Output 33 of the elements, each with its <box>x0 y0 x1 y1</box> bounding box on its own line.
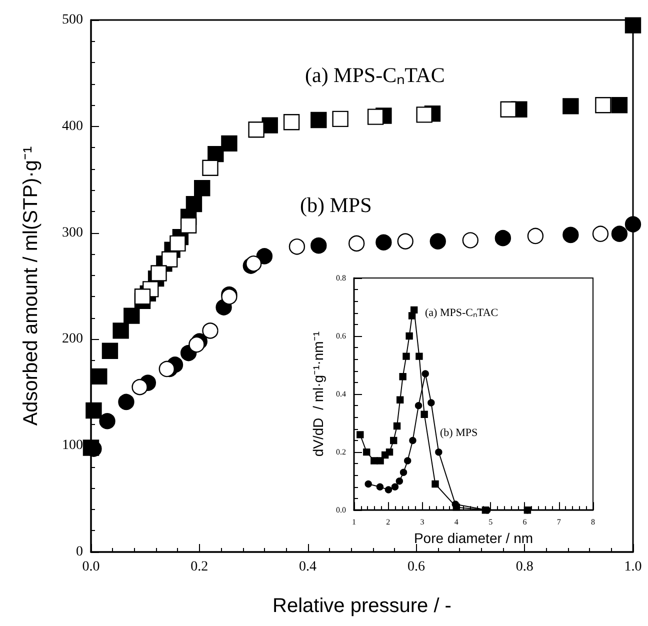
x-tick-label: 3 <box>420 518 424 527</box>
x-tick-label: 2 <box>386 518 390 527</box>
x-tick-label: 0.8 <box>516 560 534 574</box>
y-tick-label: 500 <box>62 12 83 28</box>
x-tick-label: 0.2 <box>190 560 208 574</box>
annotation: (a) MPS-CₙTAC <box>425 307 498 319</box>
x-tick-label: 0.6 <box>407 560 425 574</box>
y-tick-label: 0.8 <box>336 274 346 282</box>
y-axis-title: Adsorbed amount / ml(STP)·g⁻¹ <box>20 146 42 426</box>
x-tick-label: 8 <box>591 518 595 527</box>
x-tick-label: 4 <box>454 518 458 527</box>
x-tick-label: 0.4 <box>299 560 317 574</box>
y-tick-label: 0.6 <box>336 332 346 341</box>
y-axis-title: dV/dD / ml·g⁻¹·nm⁻¹ <box>310 331 326 457</box>
x-axis-title: Pore diameter / nm <box>414 530 534 546</box>
y-tick-label: 300 <box>62 225 83 240</box>
y-tick-label: 100 <box>62 438 83 454</box>
x-tick-label: 5 <box>488 518 493 527</box>
annotation: (a) MPS-CₙTAC <box>305 63 445 87</box>
y-tick-label: 400 <box>62 118 83 134</box>
x-tick-label: 6 <box>522 518 527 527</box>
annotation: (b) MPS <box>300 193 372 217</box>
x-tick-label: 0.0 <box>82 560 100 574</box>
annotation: (b) MPS <box>440 427 478 439</box>
y-tick-label: 0.4 <box>336 390 346 399</box>
y-tick-label: 0.0 <box>336 506 346 515</box>
x-tick-label: 1 <box>352 518 356 527</box>
x-tick-label: 1.0 <box>624 560 642 574</box>
y-tick-label: 200 <box>62 332 83 347</box>
x-axis-title: Relative pressure / - <box>272 595 452 617</box>
y-tick-label: 0.2 <box>336 448 346 457</box>
x-tick-label: 7 <box>556 518 561 527</box>
y-tick-label: 0 <box>76 544 83 560</box>
